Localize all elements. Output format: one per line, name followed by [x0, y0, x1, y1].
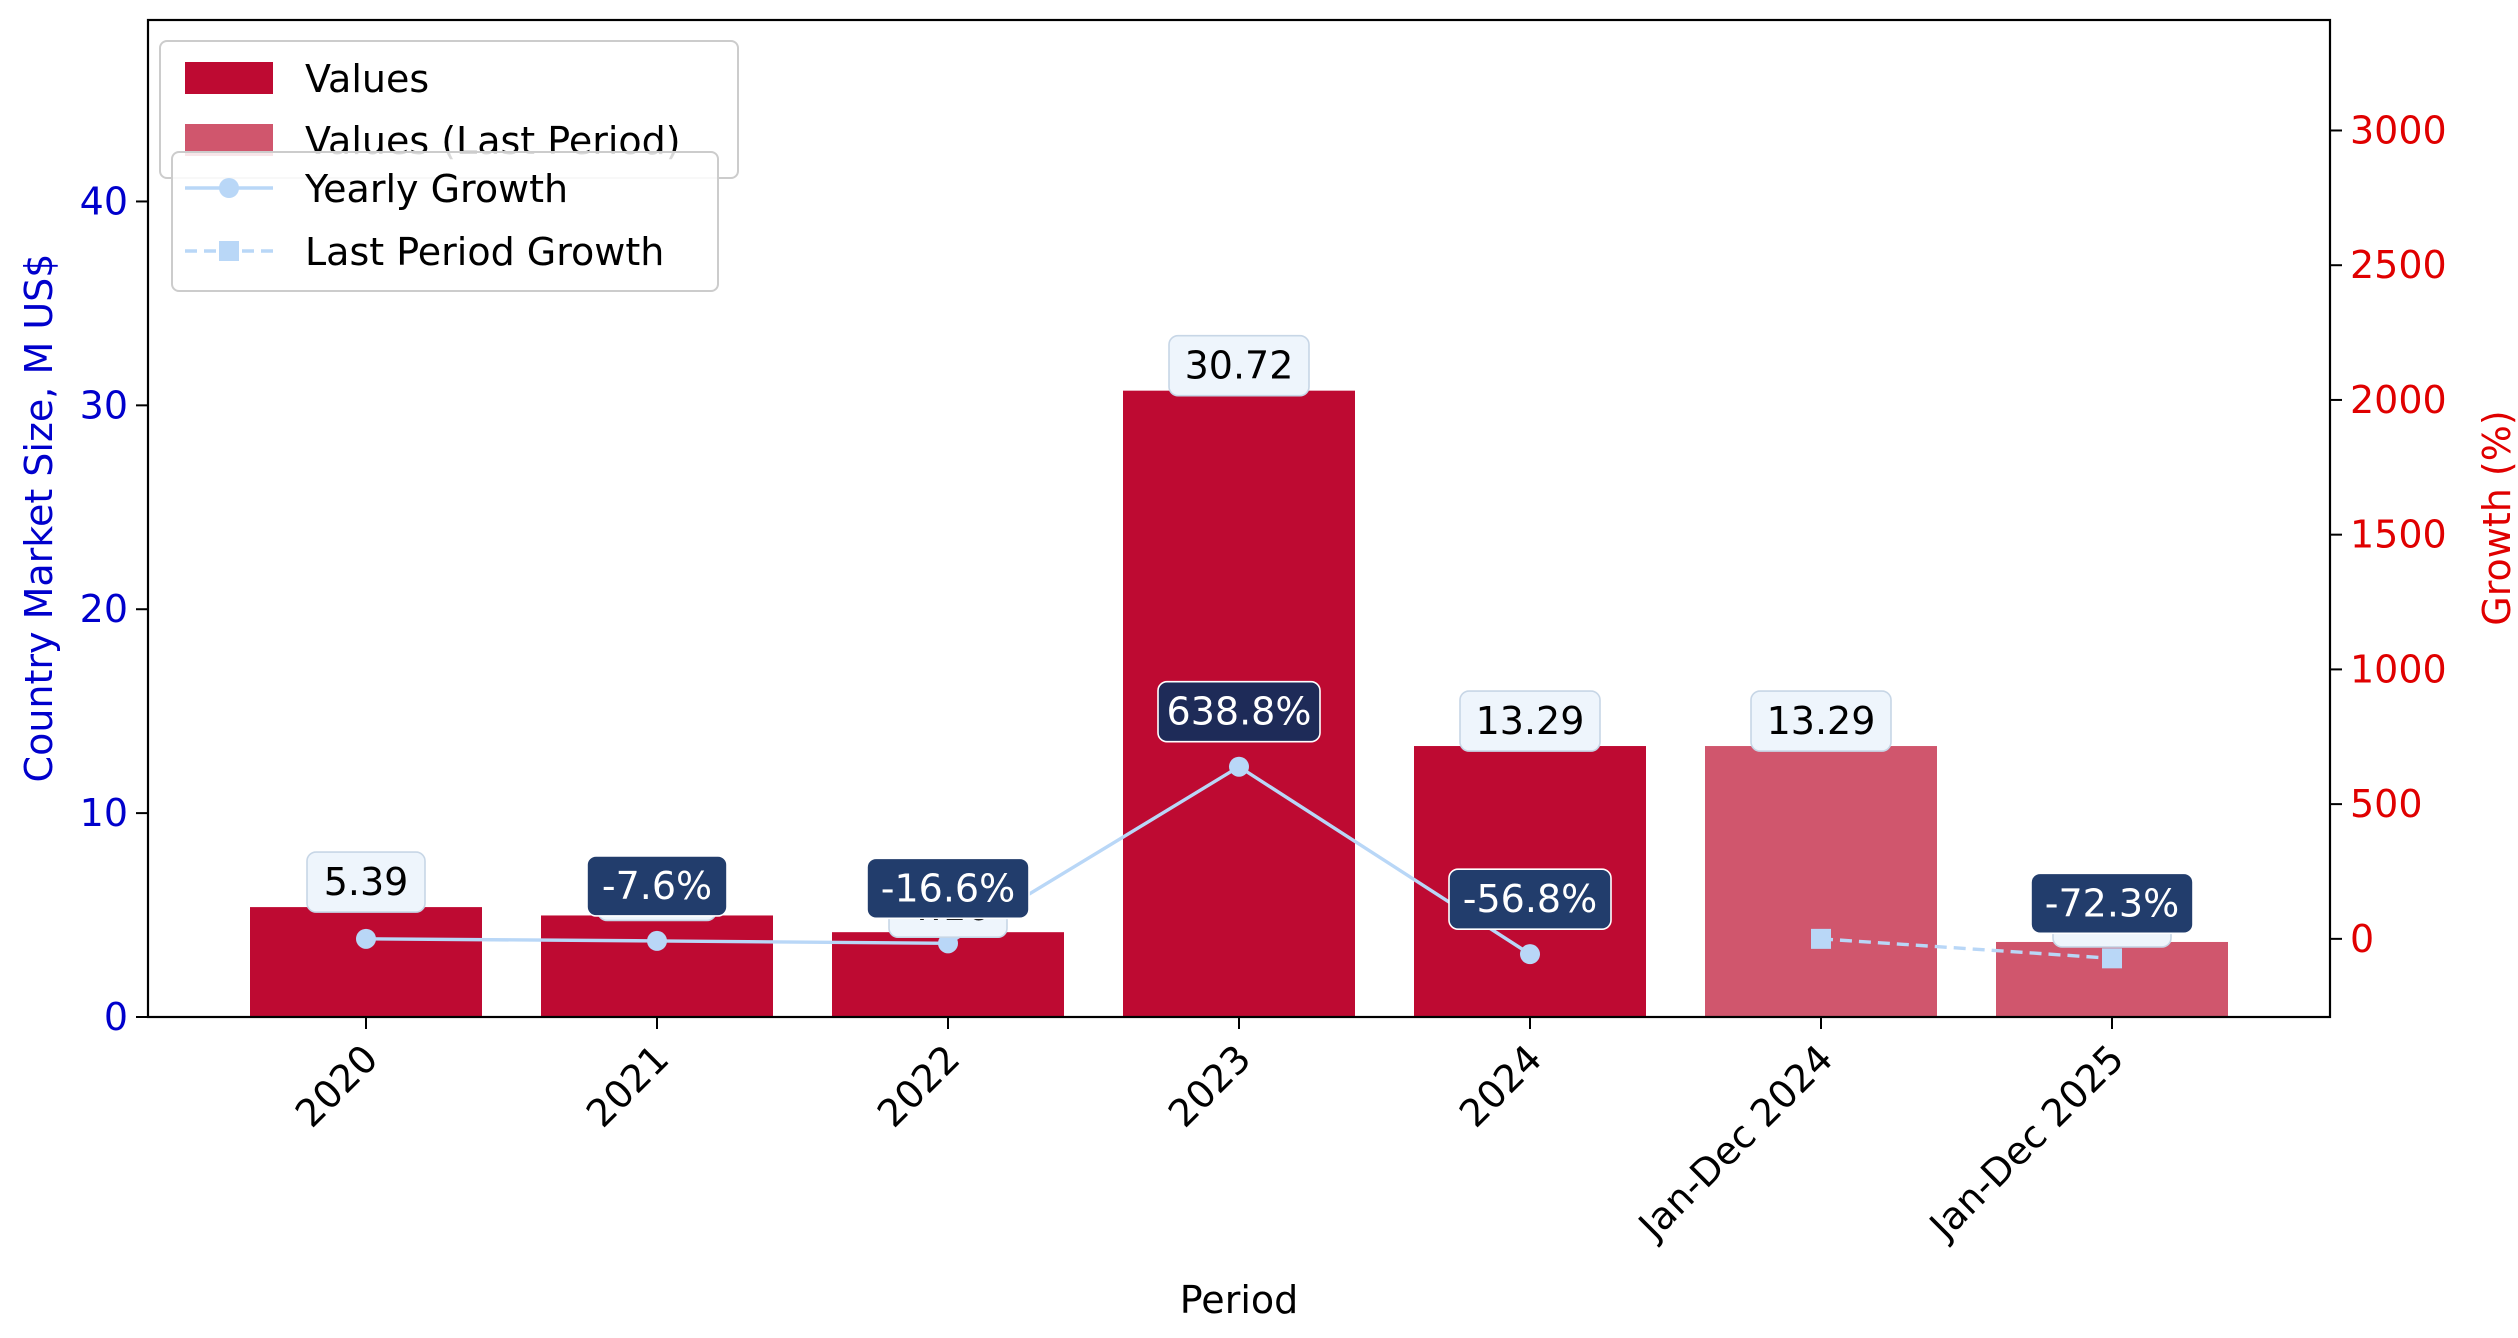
growth-label-yearly-growth-2023-box	[1157, 680, 1321, 743]
growth-label-yearly-growth-2021-text: -7.6%	[602, 864, 712, 908]
x-tick-label-2023: 2023	[1160, 1036, 1260, 1136]
x-axis-label: Period	[1180, 1278, 1299, 1322]
growth-label-last-period-growth-jan-dec-2025: -72.3%	[2030, 872, 2194, 935]
bar-values-last-period-jan-dec-2024	[1705, 746, 1937, 1017]
legend-growth-frame	[171, 151, 719, 292]
x-tick-label-2021: 2021	[578, 1036, 678, 1136]
growth-label-last-period-growth-jan-dec-2025-box	[2030, 872, 2194, 935]
y-axis-right-label: Growth (%)	[2475, 410, 2518, 625]
growth-label-yearly-growth-2022: -16.6%	[866, 857, 1030, 920]
bar-values-2020	[250, 907, 482, 1017]
legend-marker-last-period-growth	[219, 241, 239, 261]
legend-swatch-values-last-period	[185, 124, 273, 156]
y-right-tick-label-1500: 1500	[2350, 513, 2447, 557]
x-tick-label-jan-dec-2024: Jan-Dec 2024	[1629, 1036, 1842, 1249]
growth-lines-layer	[356, 756, 2122, 969]
y-left-tick-label-10: 10	[80, 791, 128, 835]
y-right-tick-label-2500: 2500	[2350, 243, 2447, 287]
point-yearly-growth-2020	[356, 928, 376, 949]
value-label-2020: 5.39	[306, 851, 426, 913]
point-yearly-growth-2024	[1520, 944, 1540, 965]
x-tick-label-2024: 2024	[1451, 1036, 1551, 1136]
value-label-jan-dec-2024-box	[1750, 690, 1892, 752]
growth-label-yearly-growth-2024: -56.8%	[1448, 868, 1612, 930]
y-right-tick-label-1000: 1000	[2350, 647, 2447, 691]
growth-label-yearly-growth-2023-text: 638.8%	[1167, 690, 1312, 734]
y-left-tick-label-20: 20	[80, 587, 128, 631]
point-yearly-growth-2022	[938, 933, 958, 954]
growth-label-last-period-growth-jan-dec-2025-text: -72.3%	[2045, 881, 2179, 925]
point-last-period-growth-jan-dec-2024	[1811, 928, 1831, 949]
growth-label-yearly-growth-2024-text: -56.8%	[1463, 877, 1597, 921]
value-label-2020-box	[306, 851, 426, 913]
growth-label-yearly-growth-2022-text: -16.6%	[881, 866, 1015, 910]
value-label-2020-text: 5.39	[324, 860, 409, 904]
value-label-2023-text: 30.72	[1185, 344, 1294, 388]
x-tick-label-2022: 2022	[869, 1036, 969, 1136]
growth-label-yearly-growth-2022-box	[866, 857, 1030, 920]
y-right-tick-label-3000: 3000	[2350, 108, 2447, 152]
x-tick-label-jan-dec-2025: Jan-Dec 2025	[1920, 1036, 2133, 1249]
line-last-period-growth	[1820, 937, 2113, 961]
value-label-2024-box	[1459, 690, 1601, 752]
y-right-tick-label-0: 0	[2350, 917, 2374, 961]
value-label-2023-box	[1168, 334, 1310, 397]
legend-marker-yearly-growth	[219, 178, 239, 198]
y-left-tick-label-40: 40	[80, 179, 128, 223]
point-last-period-growth-jan-dec-2025	[2102, 948, 2122, 969]
value-label-2024: 13.29	[1459, 690, 1601, 752]
growth-label-yearly-growth-2021: -7.6%	[586, 855, 728, 917]
x-tick-label-2020: 2020	[287, 1036, 387, 1136]
y-right-tick-label-500: 500	[2350, 782, 2423, 826]
growth-label-yearly-growth-2024-box	[1448, 868, 1612, 930]
point-yearly-growth-2023	[1229, 756, 1249, 777]
value-label-2024-text: 13.29	[1476, 699, 1585, 743]
y-left-tick-label-0: 0	[104, 995, 128, 1039]
legend-label-values: Values	[305, 57, 429, 101]
legend-swatch-values	[185, 62, 273, 94]
y-axis-left-label: Country Market Size, M US$	[17, 254, 61, 783]
legend-label-yearly-growth: Yearly Growth	[304, 167, 568, 211]
growth-label-yearly-growth-2023: 638.8%	[1157, 680, 1321, 743]
legend-growth: Yearly Growth Last Period Growth	[171, 151, 719, 292]
growth-label-yearly-growth-2021-box	[586, 855, 728, 917]
legend-label-last-period-growth: Last Period Growth	[305, 230, 664, 274]
value-label-jan-dec-2024: 13.29	[1750, 690, 1892, 752]
y-right-tick-label-2000: 2000	[2350, 378, 2447, 422]
value-label-2023: 30.72	[1168, 334, 1310, 397]
bar-values-2021	[541, 915, 773, 1017]
data-labels-layer: 5.394.984.1630.7213.2913.293.68-7.6%-16.…	[306, 334, 2194, 948]
point-yearly-growth-2021	[647, 930, 667, 951]
value-label-jan-dec-2024-text: 13.29	[1767, 699, 1876, 743]
y-left-tick-label-30: 30	[80, 383, 128, 427]
